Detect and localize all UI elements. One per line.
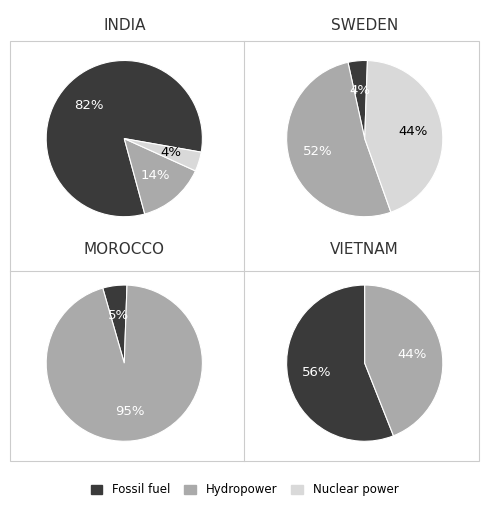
Wedge shape — [46, 60, 202, 217]
Title: INDIA: INDIA — [103, 18, 145, 33]
Title: VIETNAM: VIETNAM — [330, 242, 398, 258]
Wedge shape — [364, 60, 442, 212]
Text: 95%: 95% — [115, 404, 144, 418]
Text: 44%: 44% — [397, 125, 427, 138]
Text: 14%: 14% — [141, 169, 170, 182]
Text: 52%: 52% — [303, 145, 332, 158]
Wedge shape — [124, 139, 195, 214]
Title: SWEDEN: SWEDEN — [330, 18, 398, 33]
Wedge shape — [364, 285, 442, 436]
Text: 44%: 44% — [397, 348, 426, 360]
Wedge shape — [347, 60, 366, 139]
Text: 5%: 5% — [107, 309, 129, 322]
Text: 4%: 4% — [160, 146, 181, 159]
Wedge shape — [124, 139, 201, 171]
Wedge shape — [46, 285, 202, 441]
Wedge shape — [286, 62, 390, 217]
Title: MOROCCO: MOROCCO — [83, 242, 164, 258]
Legend: Fossil fuel, Hydropower, Nuclear power: Fossil fuel, Hydropower, Nuclear power — [86, 479, 402, 501]
Wedge shape — [286, 285, 393, 441]
Wedge shape — [102, 285, 127, 363]
Text: 4%: 4% — [349, 84, 370, 97]
Text: 82%: 82% — [74, 99, 103, 113]
Text: 56%: 56% — [302, 366, 331, 379]
